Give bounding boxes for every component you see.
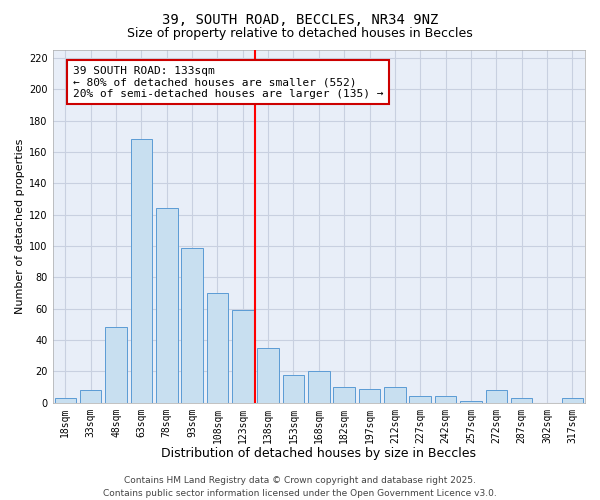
- Bar: [308, 372, 329, 402]
- Text: Contains HM Land Registry data © Crown copyright and database right 2025.
Contai: Contains HM Land Registry data © Crown c…: [103, 476, 497, 498]
- Bar: [232, 310, 254, 402]
- Bar: [257, 348, 279, 403]
- Bar: [562, 398, 583, 402]
- Bar: [283, 374, 304, 402]
- Bar: [435, 396, 457, 402]
- Bar: [334, 387, 355, 402]
- Text: 39 SOUTH ROAD: 133sqm
← 80% of detached houses are smaller (552)
20% of semi-det: 39 SOUTH ROAD: 133sqm ← 80% of detached …: [73, 66, 383, 99]
- Y-axis label: Number of detached properties: Number of detached properties: [15, 138, 25, 314]
- Bar: [485, 390, 507, 402]
- Bar: [384, 387, 406, 402]
- X-axis label: Distribution of detached houses by size in Beccles: Distribution of detached houses by size …: [161, 447, 476, 460]
- Bar: [156, 208, 178, 402]
- Bar: [55, 398, 76, 402]
- Bar: [409, 396, 431, 402]
- Bar: [105, 328, 127, 402]
- Bar: [359, 388, 380, 402]
- Text: Size of property relative to detached houses in Beccles: Size of property relative to detached ho…: [127, 28, 473, 40]
- Bar: [460, 401, 482, 402]
- Bar: [206, 293, 228, 403]
- Bar: [131, 140, 152, 402]
- Bar: [181, 248, 203, 402]
- Text: 39, SOUTH ROAD, BECCLES, NR34 9NZ: 39, SOUTH ROAD, BECCLES, NR34 9NZ: [162, 12, 438, 26]
- Bar: [511, 398, 532, 402]
- Bar: [80, 390, 101, 402]
